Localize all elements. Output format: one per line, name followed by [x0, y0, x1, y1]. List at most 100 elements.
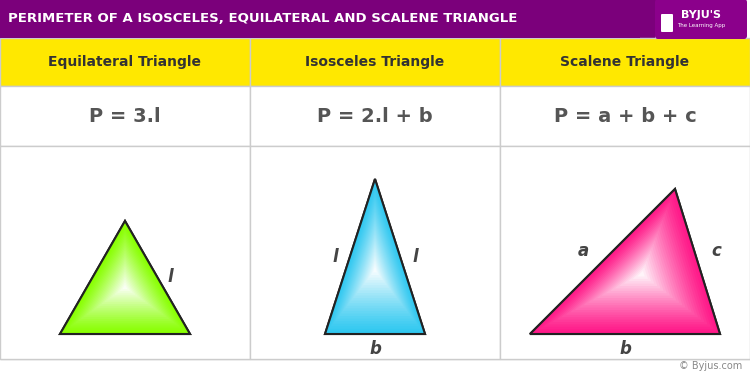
Polygon shape: [329, 186, 421, 329]
Bar: [0, 0, 640, 38]
Polygon shape: [345, 215, 405, 308]
Polygon shape: [584, 230, 682, 305]
Polygon shape: [347, 219, 403, 306]
Text: P = 3.l: P = 3.l: [89, 106, 160, 126]
Bar: [0, 38, 750, 359]
Polygon shape: [73, 234, 177, 325]
Bar: [0, 0, 660, 38]
Polygon shape: [359, 241, 391, 290]
Bar: [0, 86, 250, 146]
Polygon shape: [339, 204, 411, 316]
Polygon shape: [610, 250, 664, 291]
Polygon shape: [86, 248, 164, 315]
Text: b: b: [369, 340, 381, 358]
Text: © Byjus.com: © Byjus.com: [679, 361, 742, 371]
Polygon shape: [361, 244, 389, 288]
Text: b: b: [619, 340, 631, 358]
Text: l: l: [332, 248, 338, 266]
Polygon shape: [117, 279, 133, 293]
Polygon shape: [88, 250, 161, 314]
Polygon shape: [327, 183, 423, 332]
Polygon shape: [333, 194, 417, 324]
Polygon shape: [115, 277, 136, 295]
Polygon shape: [122, 285, 128, 289]
Polygon shape: [331, 190, 419, 326]
FancyBboxPatch shape: [655, 0, 747, 39]
Polygon shape: [367, 255, 383, 280]
Polygon shape: [97, 258, 154, 308]
Polygon shape: [92, 253, 159, 312]
Bar: [0, 0, 660, 28]
Bar: [655, 0, 750, 40]
Polygon shape: [325, 179, 425, 334]
Polygon shape: [106, 269, 143, 300]
Text: The Learning App: The Learning App: [676, 24, 725, 28]
Polygon shape: [597, 240, 673, 298]
Polygon shape: [101, 263, 148, 304]
Text: P = a + b + c: P = a + b + c: [554, 106, 696, 126]
Polygon shape: [351, 226, 399, 301]
Polygon shape: [60, 221, 190, 334]
Polygon shape: [548, 202, 707, 324]
Polygon shape: [335, 197, 415, 321]
Polygon shape: [530, 189, 720, 334]
Bar: [250, 86, 500, 146]
Polygon shape: [535, 192, 717, 332]
Bar: [500, 86, 750, 146]
Polygon shape: [355, 234, 395, 296]
Polygon shape: [62, 224, 188, 332]
Polygon shape: [357, 237, 393, 293]
Polygon shape: [99, 261, 151, 306]
Polygon shape: [556, 209, 701, 320]
Text: P = 2.l + b: P = 2.l + b: [317, 106, 433, 126]
Polygon shape: [574, 223, 688, 310]
Bar: [250, 146, 500, 359]
Polygon shape: [624, 261, 654, 284]
Text: l: l: [412, 248, 418, 266]
Polygon shape: [371, 262, 379, 275]
Polygon shape: [552, 206, 704, 322]
Polygon shape: [83, 245, 166, 317]
Polygon shape: [369, 259, 381, 278]
Polygon shape: [60, 221, 190, 334]
Polygon shape: [539, 196, 714, 329]
Polygon shape: [353, 230, 397, 298]
Polygon shape: [588, 233, 680, 303]
Polygon shape: [570, 220, 692, 312]
Text: BYJU'S: BYJU'S: [681, 10, 721, 20]
Polygon shape: [110, 272, 140, 298]
Polygon shape: [341, 208, 409, 314]
Text: a: a: [578, 243, 589, 261]
Text: c: c: [712, 243, 722, 261]
Bar: [250, 38, 500, 86]
Polygon shape: [638, 271, 645, 276]
Bar: [0, 38, 250, 86]
Text: PERIMETER OF A ISOSCELES, EQUILATERAL AND SCALENE TRIANGLE: PERIMETER OF A ISOSCELES, EQUILATERAL AN…: [8, 12, 518, 26]
Polygon shape: [325, 179, 425, 334]
Polygon shape: [78, 240, 172, 321]
Bar: [500, 38, 750, 86]
Polygon shape: [633, 267, 648, 279]
Bar: [500, 146, 750, 359]
Polygon shape: [592, 237, 676, 300]
Polygon shape: [544, 199, 710, 327]
Polygon shape: [373, 266, 377, 273]
Polygon shape: [68, 229, 182, 328]
Polygon shape: [365, 252, 385, 283]
Text: Equilateral Triangle: Equilateral Triangle: [49, 55, 202, 69]
Polygon shape: [337, 201, 413, 319]
Polygon shape: [579, 226, 686, 308]
Polygon shape: [530, 189, 720, 334]
Polygon shape: [81, 242, 170, 319]
Polygon shape: [70, 232, 179, 327]
Polygon shape: [363, 248, 387, 285]
Polygon shape: [602, 243, 670, 296]
Bar: [0, 146, 250, 359]
Polygon shape: [606, 247, 667, 293]
Polygon shape: [620, 257, 657, 286]
Polygon shape: [104, 266, 146, 302]
Polygon shape: [615, 254, 661, 288]
Polygon shape: [343, 212, 407, 311]
Polygon shape: [94, 255, 156, 310]
Polygon shape: [628, 264, 651, 281]
